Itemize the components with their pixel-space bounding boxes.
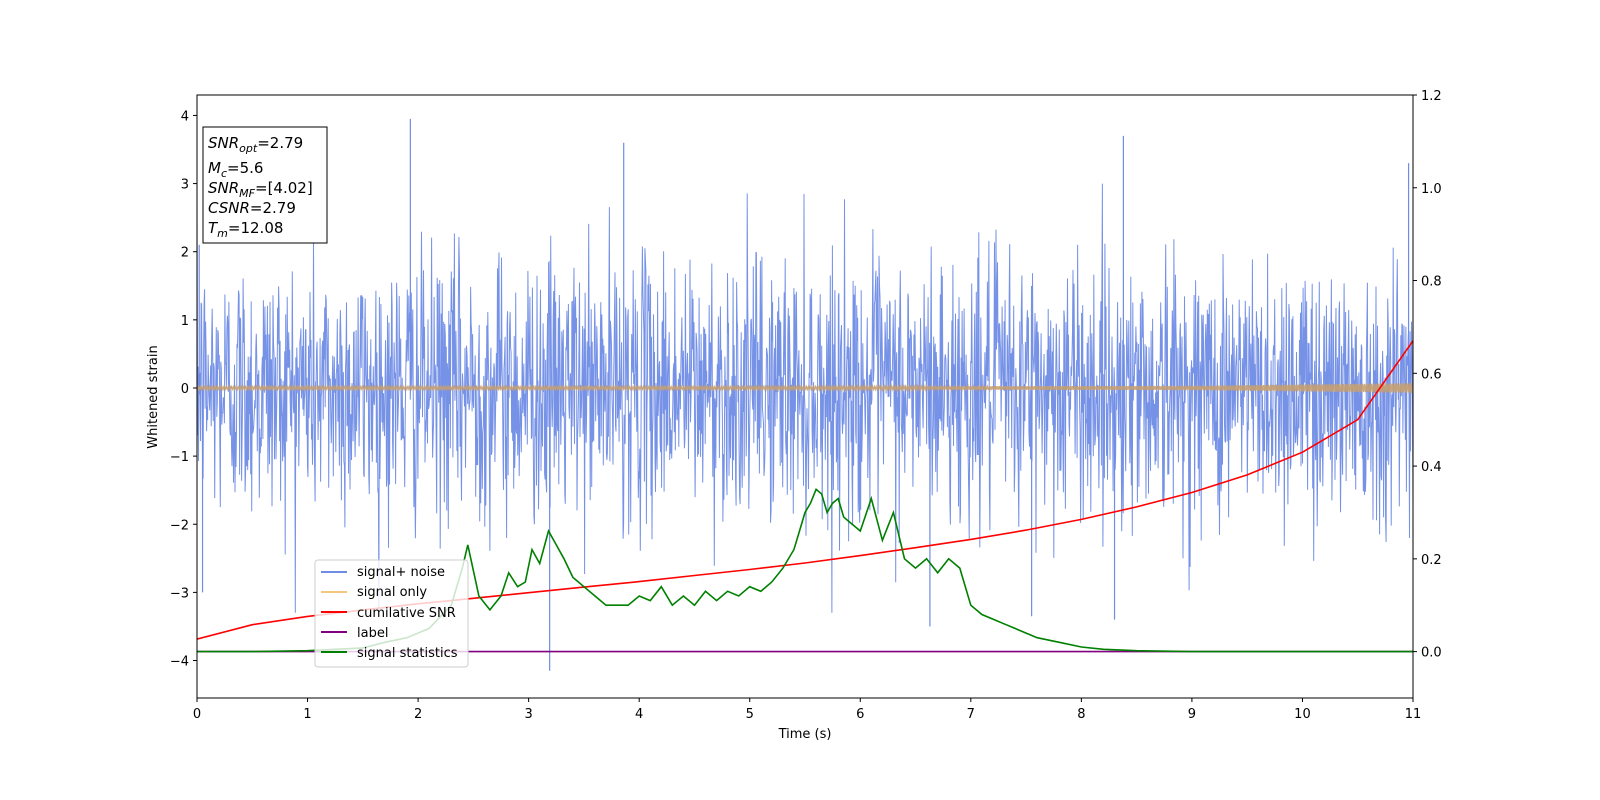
y-left-tick-label: −1 (170, 450, 189, 465)
info-box: SNRopt=2.79 Mc=5.6 SNRMF=[4.02] CSNR=2.7… (202, 126, 328, 244)
series-signal-noise-line (197, 183, 1413, 613)
x-tick-label: 5 (746, 707, 754, 722)
y-right-tick-label: 0.6 (1421, 367, 1442, 382)
y-right-tick-label: 0.0 (1421, 646, 1442, 661)
legend-label-signal-only: signal only (357, 585, 427, 600)
y-left-tick-label: −3 (170, 586, 189, 601)
x-tick-label: 2 (414, 707, 422, 722)
y-left-tick-label: 3 (181, 178, 189, 193)
y-left-tick-label: 1 (181, 314, 189, 329)
series-signal-only-line (197, 383, 1413, 393)
y-right-tick-label: 0.2 (1421, 553, 1442, 568)
legend-label-label: label (357, 626, 388, 641)
y-left-tick-label: −2 (170, 518, 189, 533)
x-tick-label: 8 (1077, 707, 1085, 722)
x-tick-label: 10 (1294, 707, 1311, 722)
y-right-tick-label: 1.2 (1421, 89, 1442, 104)
y-axis-label: Whitened strain (146, 345, 161, 448)
legend-label-signal-statistics: signal statistics (357, 646, 458, 661)
x-axis-label: Time (s) (778, 727, 832, 742)
x-tick-label: 11 (1405, 707, 1422, 722)
series-layer (197, 118, 1413, 671)
x-tick-label: 7 (967, 707, 975, 722)
series-signal-statistics-line (197, 487, 1413, 653)
info-snr-opt: SNRopt=2.79 (208, 134, 303, 155)
x-tick-label: 0 (193, 707, 201, 722)
x-tick-label: 1 (303, 707, 311, 722)
info-snr-mf: SNRMF=[4.02] (208, 179, 313, 200)
info-box-frame (202, 126, 328, 244)
plot-frame (196, 94, 1414, 699)
info-mc: Mc=5.6 (208, 159, 263, 180)
x-tick-label: 4 (635, 707, 643, 722)
y-left-tick-label: −4 (170, 655, 189, 670)
legend-label-signal-noise: signal+ noise (357, 565, 445, 580)
legend-frame (314, 559, 469, 668)
legend-label-cumulative-snr: cumilative SNR (357, 606, 456, 621)
y-left-tick-label: 2 (181, 246, 189, 261)
ticks-layer: 0 1 2 3 4 5 6 7 8 9 10 11 −4 −3 −2 −1 0 1 2 3 4 0.0 0.2 0.4 0.6 0… (170, 89, 1442, 722)
y-right-tick-label: 0.4 (1421, 460, 1442, 475)
x-tick-label: 3 (524, 707, 532, 722)
info-csnr: CSNR=2.79 (208, 199, 296, 217)
y-right-tick-label: 1.0 (1421, 182, 1442, 197)
y-left-tick-label: 0 (181, 382, 189, 397)
legend: signal+ noise signal only cumilative SNR… (314, 559, 469, 668)
x-tick-label: 6 (856, 707, 864, 722)
y-right-tick-label: 0.8 (1421, 275, 1442, 290)
x-tick-label: 9 (1188, 707, 1196, 722)
y-left-tick-label: 4 (181, 109, 189, 124)
info-tm: Tm=12.08 (208, 219, 283, 240)
